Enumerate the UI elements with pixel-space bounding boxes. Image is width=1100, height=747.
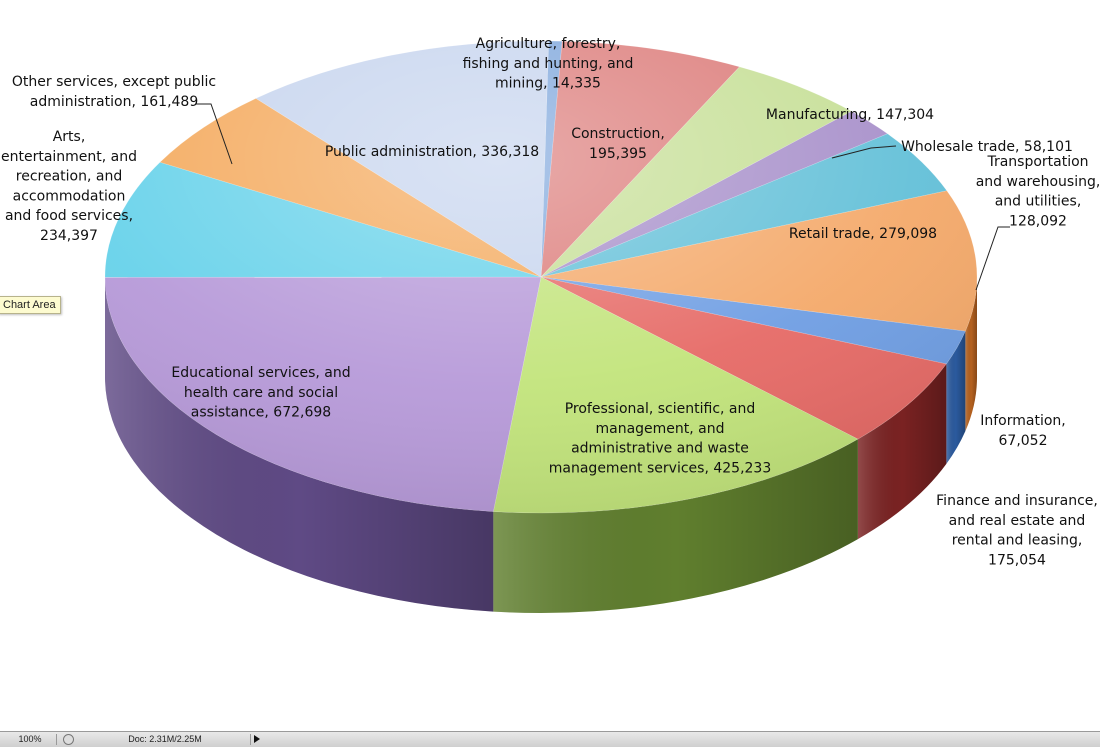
leader-line-transportation [976, 227, 1010, 290]
data-label-line: mining, 14,335 [495, 76, 601, 92]
data-label-line: Transportation [986, 154, 1088, 170]
data-label-line: Finance and insurance, [936, 493, 1098, 509]
data-label-retail-trade: Retail trade, 279,098 [789, 226, 937, 242]
data-label-line: Other services, except public [12, 74, 216, 90]
data-label-line: management services, 425,233 [549, 460, 771, 476]
data-label-line: Manufacturing, 147,304 [766, 107, 934, 123]
data-label-line: Public administration, 336,318 [325, 144, 539, 160]
data-label-line: Construction, [571, 126, 665, 142]
data-label-line: recreation, and [16, 169, 122, 185]
data-label-line: 128,092 [1009, 213, 1067, 229]
data-label-manufacturing: Manufacturing, 147,304 [766, 107, 934, 123]
data-label-line: Professional, scientific, and [565, 401, 756, 417]
data-label-wholesale-trade: Wholesale trade, 58,101 [901, 139, 1073, 155]
data-label-line: Wholesale trade, 58,101 [901, 139, 1073, 155]
status-bar: 100% Doc: 2.31M/2.25M [0, 731, 1100, 747]
data-label-finance-and-insurance-and-real-estate-an: Finance and insurance, and real estate an… [936, 493, 1098, 568]
data-label-line: entertainment, and [1, 149, 137, 165]
document-status-icon[interactable] [63, 734, 74, 745]
data-label-line: management, and [595, 421, 724, 437]
data-label-transportation-and-warehousing-and-utili: Transportation and warehousing, and utilit… [976, 154, 1100, 229]
data-label-line: and real estate and [949, 513, 1086, 529]
data-label-line: assistance, 672,698 [191, 405, 331, 421]
data-label-line: fishing and hunting, and [463, 56, 634, 72]
data-label-line: administrative and waste [571, 441, 749, 457]
data-label-line: Arts, [53, 129, 86, 145]
data-label-line: administration, 161,489 [30, 94, 199, 110]
data-label-line: 195,395 [589, 146, 647, 162]
data-label-line: 67,052 [999, 433, 1048, 449]
data-label-line: Educational services, and [171, 365, 350, 381]
data-label-line: 175,054 [988, 552, 1046, 568]
data-label-line: Agriculture, forestry, [476, 36, 621, 52]
data-label-line: Information, [980, 413, 1066, 429]
data-label-public-administration: Public administration, 336,318 [325, 144, 539, 160]
chart-area-tooltip: Chart Area [0, 296, 61, 314]
data-label-line: Retail trade, 279,098 [789, 226, 937, 242]
data-label-line: and utilities, [995, 194, 1082, 210]
data-label-other-services-except-public-administrat: Other services, except public administrat… [12, 74, 216, 110]
data-label-line: and food services, [5, 208, 133, 224]
data-label-line: 234,397 [40, 228, 98, 244]
data-label-educational-services-and-health-care-and: Educational services, and health care and… [171, 365, 350, 421]
chart-area[interactable]: Agriculture, forestry, fishing and huntin… [0, 0, 1100, 730]
data-label-information: Information, 67,052 [980, 413, 1066, 449]
status-menu-arrow-icon[interactable] [254, 735, 260, 743]
zoom-level[interactable]: 100% [4, 734, 57, 745]
data-label-line: rental and leasing, [952, 533, 1083, 549]
data-label-line: health care and social [184, 385, 338, 401]
data-label-line: and warehousing, [976, 174, 1100, 190]
data-label-line: accommodation [13, 188, 126, 204]
pie-chart: Agriculture, forestry, fishing and huntin… [0, 0, 1100, 730]
document-size-info[interactable]: Doc: 2.31M/2.25M [80, 734, 251, 745]
